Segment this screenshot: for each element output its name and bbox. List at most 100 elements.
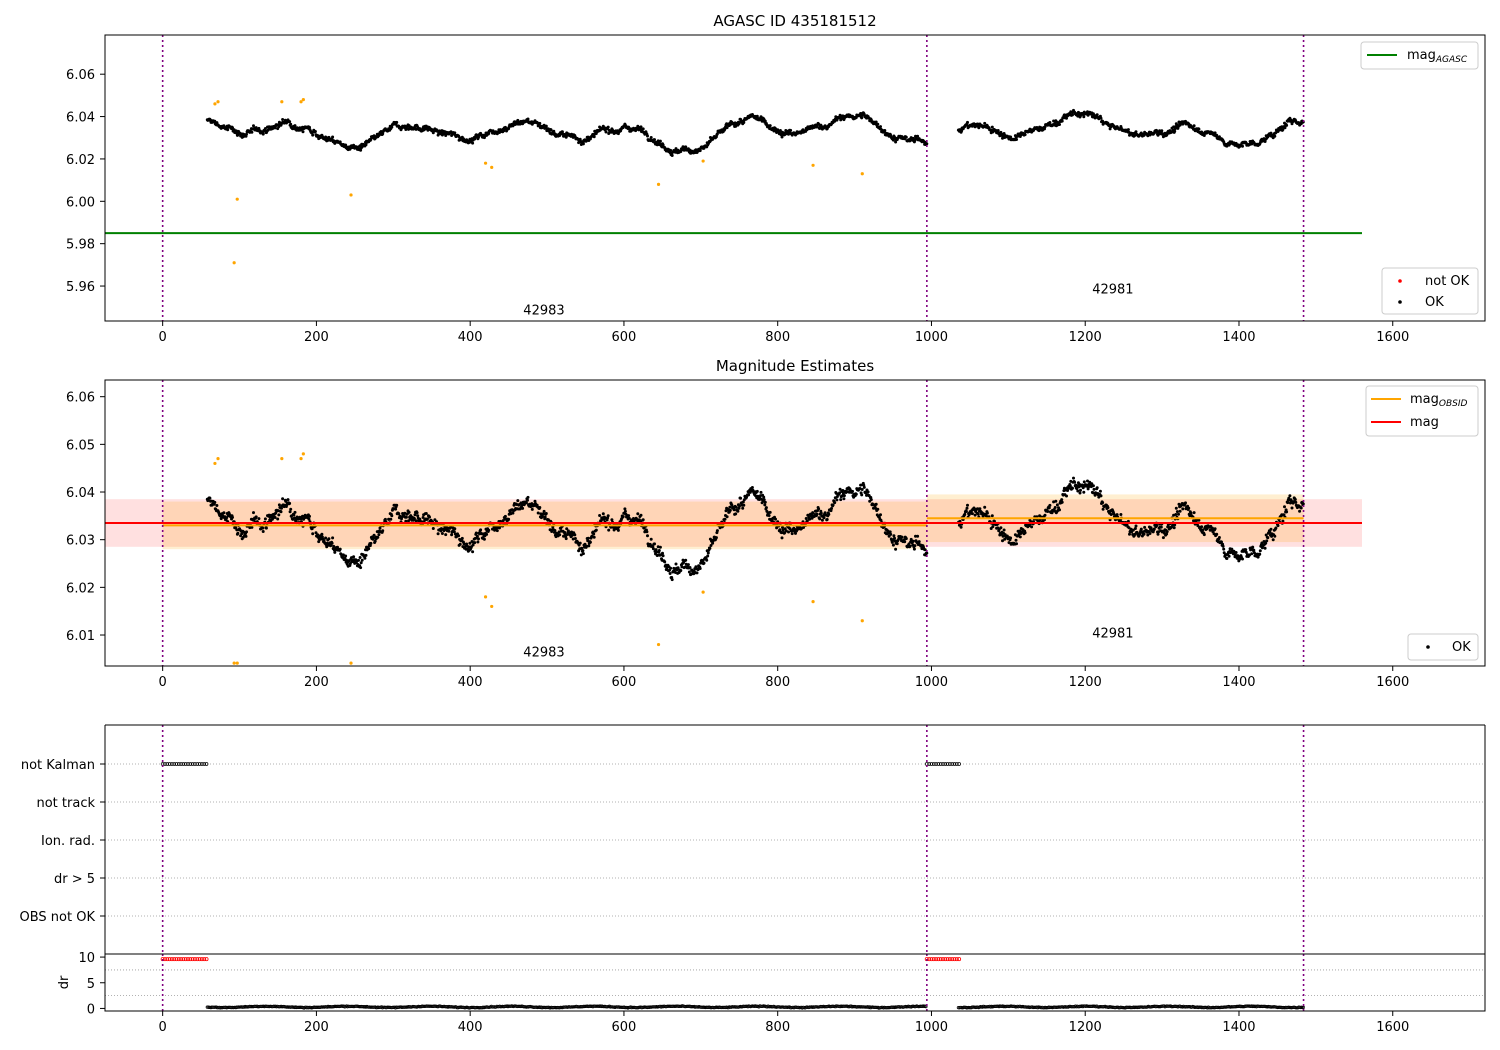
ok-point: [706, 551, 710, 555]
ok-point: [1159, 525, 1163, 529]
dr-clipped-point: [952, 957, 957, 962]
ok-point: [763, 119, 767, 123]
ok-point: [820, 518, 824, 522]
flag-category-label: dr > 5: [54, 872, 95, 887]
ok-point: [1127, 526, 1131, 530]
ok-point: [250, 130, 254, 134]
ok-point: [578, 541, 582, 545]
ok-point: [1250, 552, 1254, 556]
not-ok-point: [483, 595, 488, 599]
ok-point: [1177, 512, 1180, 516]
ok-point: [653, 138, 656, 142]
flag-point: [197, 762, 202, 766]
dr-clipped-point: [195, 957, 200, 962]
ok-point: [1165, 532, 1169, 536]
ok-point: [646, 534, 649, 538]
dr-clipped-point: [929, 957, 934, 962]
ok-point: [379, 130, 383, 133]
ok-point: [1244, 548, 1248, 552]
ok-point: [679, 569, 683, 572]
ok-point: [862, 485, 866, 489]
ok-point: [475, 534, 479, 538]
ok-point: [564, 537, 568, 541]
ok-point: [621, 515, 625, 519]
ok-point: [444, 533, 448, 537]
x-tick-label: 0: [159, 675, 167, 690]
not-ok-point: [280, 100, 284, 104]
ok-point: [657, 549, 661, 552]
flag-point: [943, 762, 948, 766]
ok-point: [904, 537, 908, 541]
ok-point: [208, 496, 212, 500]
ok-point: [1189, 511, 1193, 515]
ok-point: [991, 525, 995, 529]
ok-point: [762, 498, 766, 502]
ok-point: [1197, 127, 1201, 131]
ok-point: [1128, 532, 1131, 536]
ok-point: [646, 134, 649, 138]
ok-point: [1178, 509, 1182, 513]
ok-point: [996, 129, 1000, 132]
ok-point: [728, 508, 732, 512]
dr-point: [849, 1004, 853, 1008]
ok-point: [830, 507, 833, 510]
dr-clipped-point: [172, 957, 177, 962]
x-tick-label: 200: [304, 675, 329, 690]
flag-point: [936, 762, 941, 766]
ok-point: [674, 562, 678, 566]
ok-point: [225, 516, 229, 520]
not-ok-point: [656, 182, 661, 186]
ok-point: [1283, 505, 1286, 509]
x-tick-label: 1400: [1222, 330, 1255, 345]
ok-point: [879, 125, 882, 129]
ok-point: [277, 503, 281, 507]
ok-point: [1184, 501, 1187, 505]
ok-point: [738, 504, 741, 508]
ok-point: [1260, 541, 1264, 545]
flag-point: [163, 762, 167, 766]
ok-point: [476, 540, 480, 544]
ok-point: [1285, 510, 1289, 514]
ok-point: [714, 536, 718, 540]
ok-point: [874, 120, 878, 124]
ok-point: [1015, 542, 1018, 546]
ok-point: [908, 544, 912, 548]
not-ok-point: [701, 590, 705, 594]
ok-point: [1091, 484, 1095, 488]
x-tick-label: 600: [612, 330, 637, 345]
ok-point: [759, 490, 763, 494]
ok-point: [436, 532, 440, 536]
ok-point: [833, 501, 837, 505]
ok-point: [412, 517, 416, 521]
y-tick-label: 6.03: [66, 534, 95, 549]
ok-point: [581, 142, 585, 146]
ok-point: [1273, 134, 1277, 138]
dr-clipped-point: [957, 957, 962, 962]
ok-point: [331, 536, 335, 540]
dr-clipped-point: [199, 957, 204, 962]
x-tick-label: 800: [765, 675, 790, 690]
ok-point: [264, 526, 268, 530]
ok-point: [1265, 539, 1269, 543]
ok-point: [649, 136, 653, 139]
dr-clipped-point: [185, 957, 190, 962]
ok-point: [1285, 123, 1289, 127]
legend-box: [1360, 41, 1479, 70]
ok-point: [669, 148, 673, 152]
not-ok-point: [299, 457, 303, 461]
not-ok-point: [235, 661, 239, 665]
ok-point: [1066, 489, 1070, 492]
ok-point: [592, 135, 596, 139]
ok-point: [563, 532, 567, 536]
flag-point: [950, 762, 955, 766]
legend-box: [1407, 633, 1479, 661]
ok-point: [1060, 119, 1064, 123]
ok-point: [1192, 124, 1196, 128]
ok-point: [1156, 532, 1160, 536]
ok-point: [1060, 498, 1064, 502]
ok-point: [990, 514, 994, 518]
ok-point: [1263, 546, 1267, 550]
ok-point: [460, 536, 464, 540]
x-tick-label: 1000: [915, 675, 948, 690]
